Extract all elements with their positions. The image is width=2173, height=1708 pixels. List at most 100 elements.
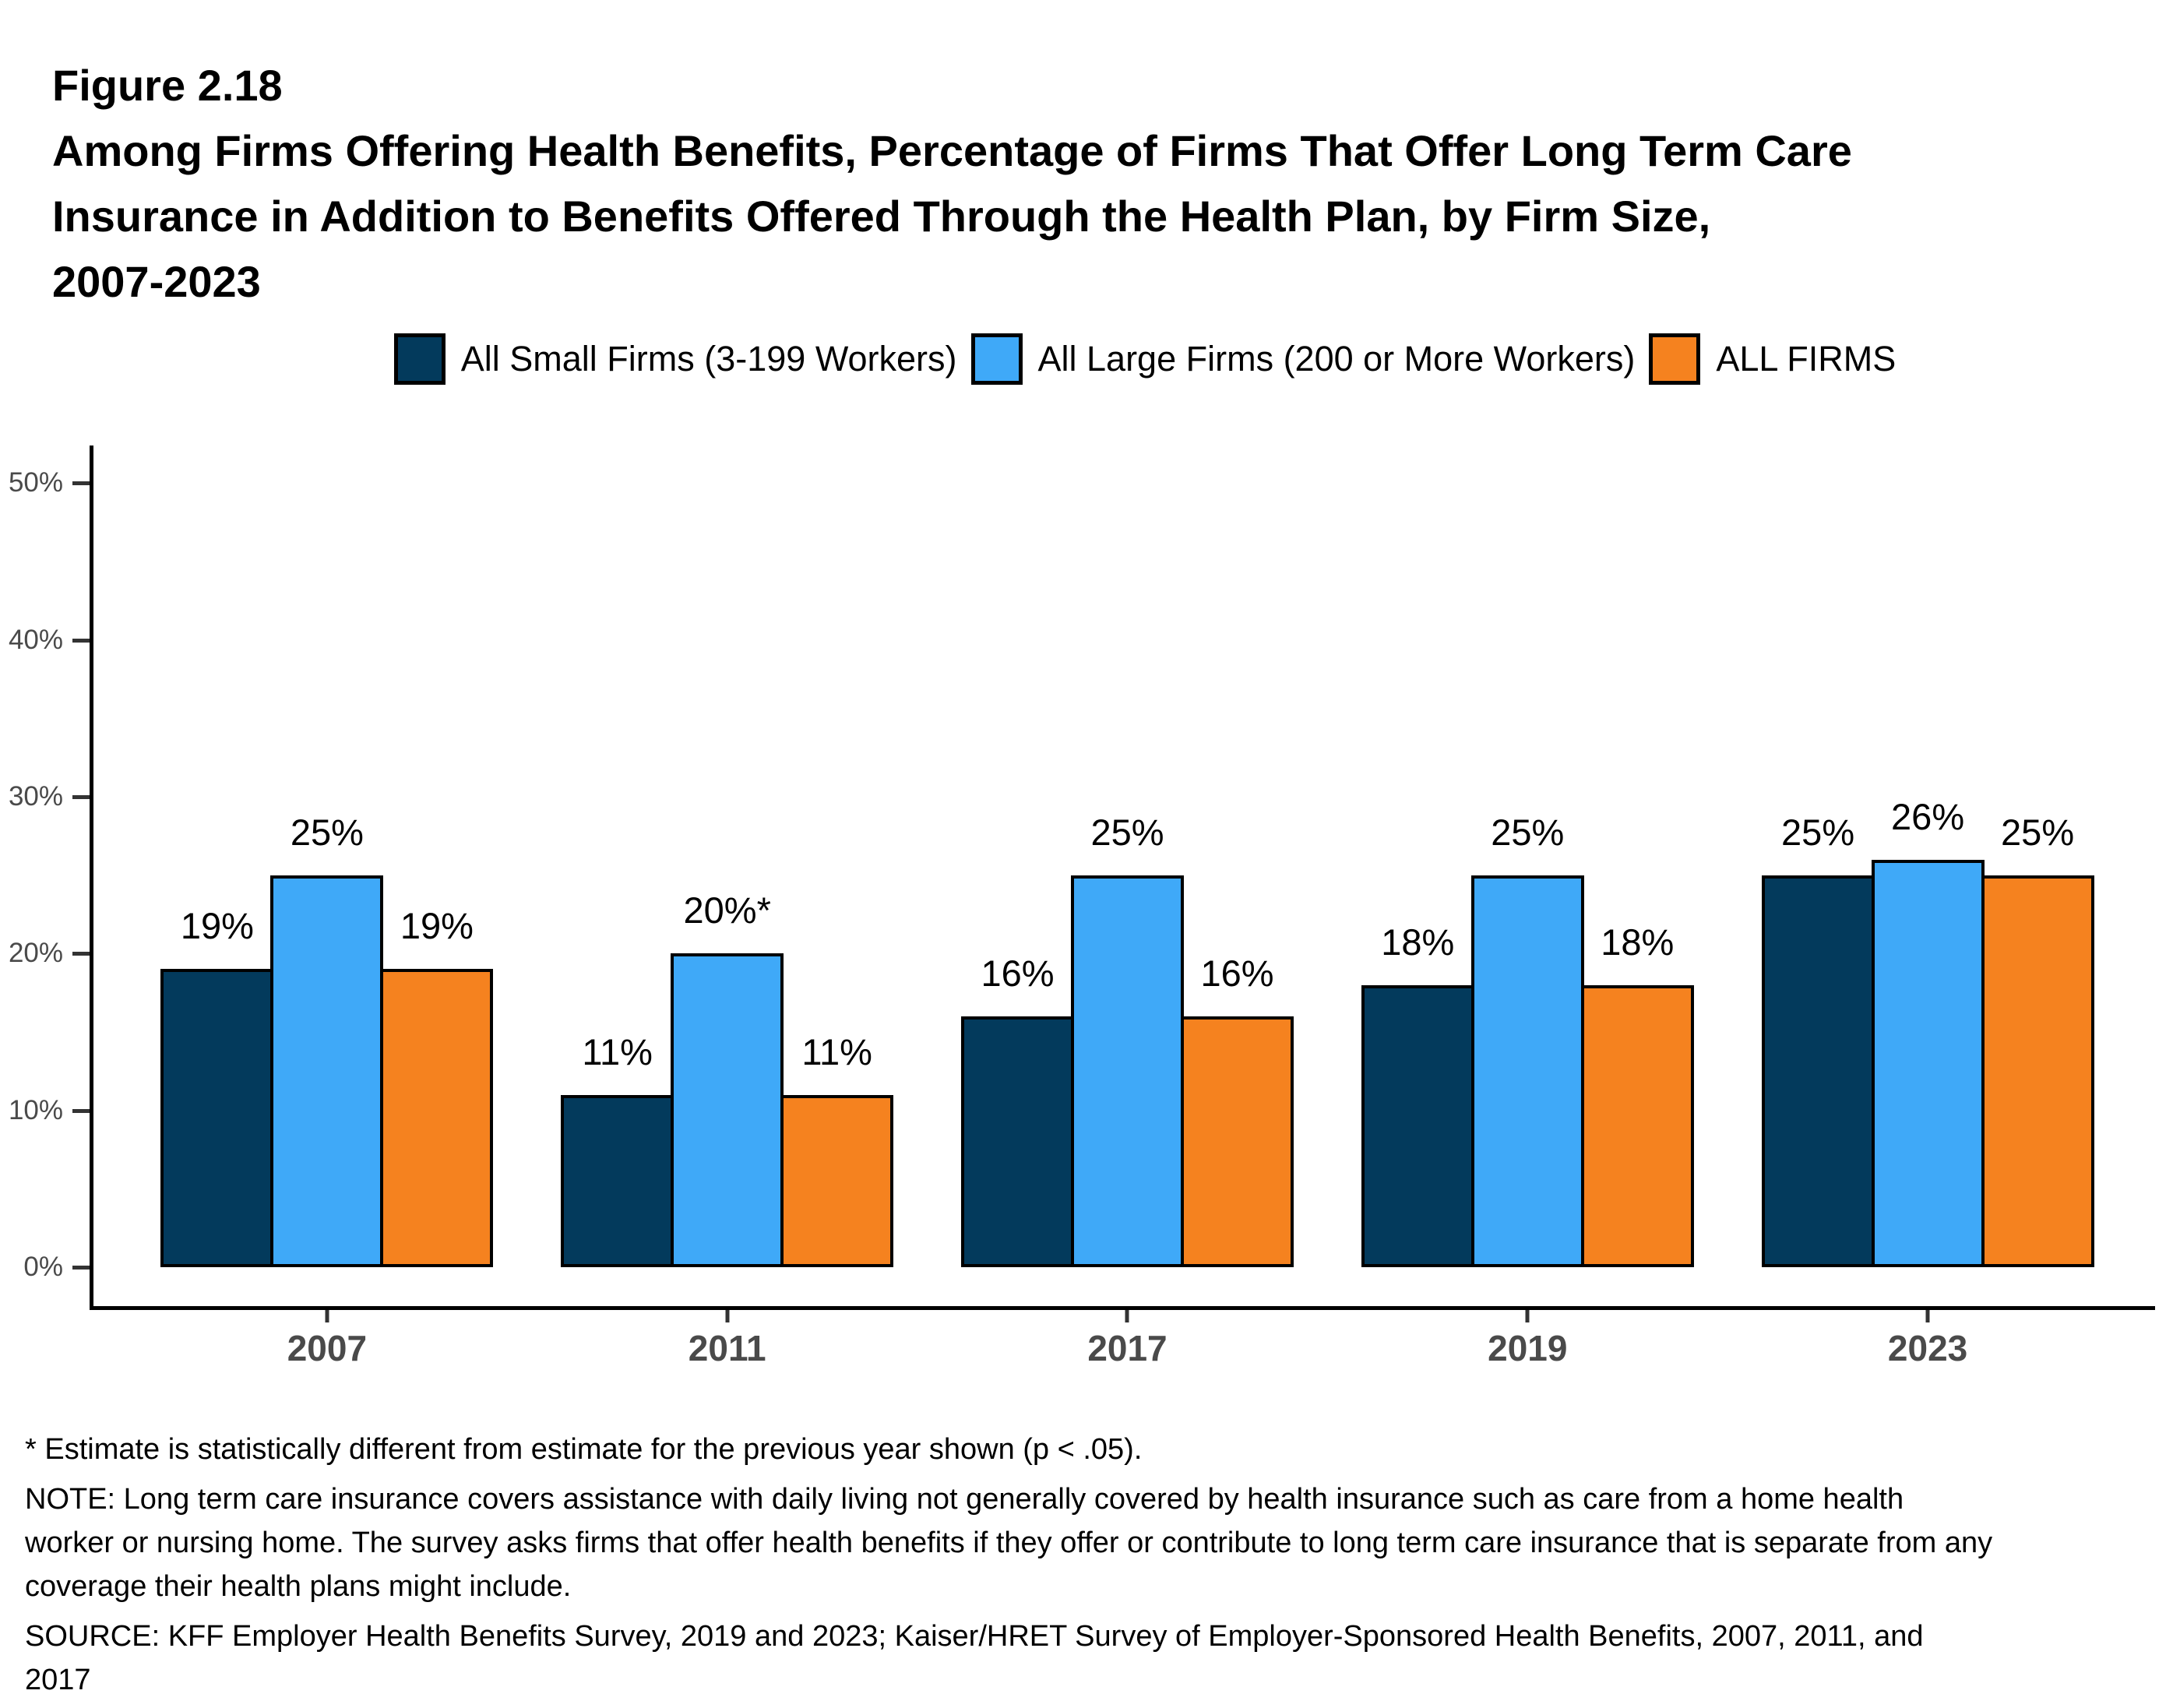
footnote-note: NOTE: Long term care insurance covers as… (25, 1483, 1993, 1603)
figure-title-line-3: 2007-2023 (52, 257, 261, 306)
bar-row: 25% 26% 25% (1761, 445, 2094, 1267)
bar-slot: 25% (1070, 445, 1184, 1267)
y-tick-label: 40% (8, 625, 63, 655)
x-tick-label: 2017 (1087, 1328, 1168, 1368)
bar-slot: 11% (780, 445, 894, 1267)
bar-value-label: 16% (981, 953, 1055, 994)
bar (1180, 1016, 1294, 1267)
y-axis-tick (72, 952, 90, 956)
footnotes: * Estimate is statistically different fr… (25, 1428, 1995, 1708)
legend-item: All Small Firms (3-199 Workers) (393, 333, 957, 385)
bar (561, 1095, 674, 1267)
x-tick-label: 2011 (688, 1328, 766, 1368)
bar-value-label: 19% (400, 905, 474, 946)
legend-label: All Small Firms (3-199 Workers) (460, 339, 957, 379)
y-tick-label: 0% (23, 1252, 63, 1282)
x-axis: 2007 2011 2017 2019 2023 (127, 1310, 2128, 1403)
x-axis-cell: 2007 (127, 1310, 527, 1403)
y-axis-tick (72, 639, 90, 643)
bar-value-label: 25% (290, 812, 364, 853)
x-tick-label: 2019 (1488, 1328, 1568, 1368)
bar-value-label: 19% (180, 905, 254, 946)
bar (160, 969, 274, 1267)
bar-value-label: 18% (1381, 921, 1455, 963)
x-axis-tick (1125, 1310, 1129, 1322)
x-tick-label: 2023 (1887, 1328, 1968, 1368)
bar-slot: 16% (960, 445, 1074, 1267)
bar-slot: 25% (1761, 445, 1875, 1267)
x-axis-tick (1925, 1310, 1930, 1322)
bar-slot: 11% (561, 445, 674, 1267)
chart-legend: All Small Firms (3-199 Workers) All Large… (0, 333, 2173, 385)
legend-item: All Large Firms (200 or More Workers) (970, 333, 1636, 385)
figure-page: Figure 2.18 Among Firms Offering Health … (0, 53, 2173, 1696)
x-axis-tick (1525, 1310, 1530, 1322)
legend-label: All Large Firms (200 or More Workers) (1037, 339, 1636, 379)
figure-title-line-1: Among Firms Offering Health Benefits, Pe… (52, 126, 1852, 175)
bar-value-label: 16% (1200, 953, 1274, 994)
bar-slot: 18% (1361, 445, 1474, 1267)
bar-slot: 18% (1580, 445, 1694, 1267)
y-axis-tick (72, 1109, 90, 1113)
bar-value-label: 20%* (683, 889, 771, 931)
bar-value-label: 25% (1090, 812, 1164, 853)
x-axis-tick (725, 1310, 730, 1322)
bar-group-2019: 18% 25% 18% (1327, 445, 1727, 1267)
bar-slot: 25% (1981, 445, 2094, 1267)
bar-value-label: 26% (1891, 796, 1965, 837)
bar-row: 16% 25% 16% (960, 445, 1294, 1267)
bar (1580, 985, 1694, 1267)
bar-slot: 19% (380, 445, 494, 1267)
legend-label: ALL FIRMS (1716, 339, 1897, 379)
grouped-bar-chart: 0% 10% 20% 30% 40% 50% 19% 25% 19% 11% 20%* 11% 16%… (0, 445, 2155, 1403)
bar (1761, 875, 1875, 1267)
x-axis-cell: 2017 (928, 1310, 1328, 1403)
bar (960, 1016, 1074, 1267)
bar-group-2023: 25% 26% 25% (1727, 445, 2128, 1267)
bar-value-label: 11% (801, 1031, 872, 1072)
bar-value-label: 25% (1781, 812, 1855, 853)
y-tick-label: 30% (8, 781, 63, 812)
bar-value-label: 18% (1601, 921, 1675, 963)
bar (671, 953, 784, 1267)
figure-number: Figure 2.18 (52, 61, 283, 110)
bar-slot: 20%* (671, 445, 784, 1267)
bar (780, 1095, 894, 1267)
x-tick-label: 2007 (287, 1328, 368, 1368)
x-axis-line (90, 1306, 2155, 1310)
bar-slot: 16% (1180, 445, 1294, 1267)
bar (1981, 875, 2094, 1267)
bar (1871, 860, 1985, 1267)
y-tick-label: 50% (8, 467, 63, 498)
bar-slot: 19% (160, 445, 274, 1267)
footnote-source: SOURCE: KFF Employer Health Benefits Sur… (25, 1620, 1924, 1696)
bar-row: 18% 25% 18% (1361, 445, 1694, 1267)
x-axis-tick (325, 1310, 329, 1322)
bar (1470, 875, 1584, 1267)
y-axis-tick (72, 795, 90, 799)
bar (1070, 875, 1184, 1267)
bar-groups: 19% 25% 19% 11% 20%* 11% 16% 25% 16% 18% 25% 18% 25%… (127, 445, 2128, 1267)
legend-swatch (970, 333, 1023, 385)
y-axis-tick (72, 1266, 90, 1270)
bar-row: 19% 25% 19% (160, 445, 494, 1267)
bar-value-label: 25% (2001, 812, 2075, 853)
bar-group-2011: 11% 20%* 11% (527, 445, 928, 1267)
y-tick-label: 10% (8, 1095, 63, 1125)
figure-title-line-2: Insurance in Addition to Benefits Offere… (52, 192, 1711, 241)
bar-slot: 25% (270, 445, 384, 1267)
bar-row: 11% 20%* 11% (561, 445, 894, 1267)
figure-title-block: Figure 2.18 Among Firms Offering Health … (52, 53, 1852, 315)
x-axis-cell: 2023 (1727, 1310, 2128, 1403)
bar-slot: 25% (1470, 445, 1584, 1267)
y-axis-line (90, 445, 93, 1310)
bar-slot: 26% (1871, 445, 1985, 1267)
legend-swatch (393, 333, 446, 385)
bar (270, 875, 384, 1267)
bar-group-2007: 19% 25% 19% (127, 445, 527, 1267)
bar-value-label: 11% (582, 1031, 653, 1072)
legend-item: ALL FIRMS (1649, 333, 1896, 385)
y-axis-tick (72, 481, 90, 485)
y-axis: 0% 10% 20% 30% 40% 50% (0, 445, 90, 1282)
bar (1361, 985, 1474, 1267)
